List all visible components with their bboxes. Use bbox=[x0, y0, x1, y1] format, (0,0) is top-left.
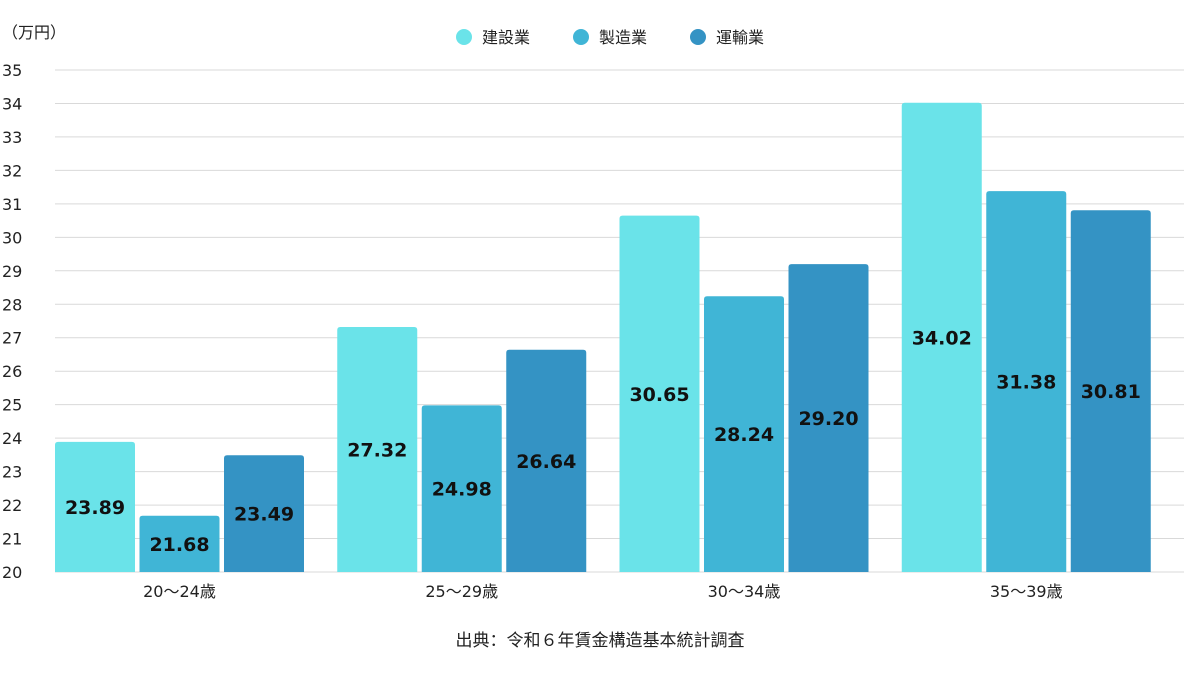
data-label: 24.98 bbox=[432, 479, 492, 501]
data-label: 30.81 bbox=[1081, 381, 1141, 403]
y-tick-label: 25 bbox=[2, 396, 22, 415]
bar-2-4 bbox=[986, 191, 1067, 572]
y-tick-label: 27 bbox=[2, 329, 22, 348]
x-category-label: 25〜29歳 bbox=[425, 582, 498, 601]
y-tick-label: 21 bbox=[2, 530, 22, 549]
legend-swatch bbox=[456, 29, 472, 45]
y-tick-label: 31 bbox=[2, 195, 22, 214]
y-tick-label: 35 bbox=[2, 61, 22, 80]
data-label: 34.02 bbox=[912, 327, 972, 349]
y-tick-label: 23 bbox=[2, 463, 22, 482]
legend-label: 製造業 bbox=[599, 28, 647, 47]
data-label: 29.20 bbox=[798, 408, 858, 430]
bar-3-2 bbox=[506, 349, 587, 572]
y-tick-label: 34 bbox=[2, 94, 22, 113]
bar-2-2 bbox=[421, 405, 502, 572]
data-label: 26.64 bbox=[516, 451, 576, 473]
data-label: 31.38 bbox=[996, 372, 1056, 394]
bar-2-1 bbox=[139, 515, 220, 572]
y-tick-label: 28 bbox=[2, 295, 22, 314]
bar-3-3 bbox=[788, 264, 869, 572]
y-tick-label: 29 bbox=[2, 262, 22, 281]
source-note: 出典：令和６年賃金構造基本統計調査 bbox=[456, 631, 745, 651]
data-label: 27.32 bbox=[347, 440, 407, 462]
legend-label: 建設業 bbox=[482, 28, 530, 47]
y-tick-label: 32 bbox=[2, 161, 22, 180]
bars bbox=[55, 102, 1151, 572]
y-tick-label: 26 bbox=[2, 362, 22, 381]
x-category-label: 35〜39歳 bbox=[990, 582, 1063, 601]
legend: 建設業 製造業 運輸業 bbox=[456, 28, 764, 47]
data-labels: 23.89 21.68 23.49 27.32 24.98 26.64 30.65 28.24… bbox=[65, 327, 1141, 555]
data-label: 28.24 bbox=[714, 424, 774, 446]
y-tick-label: 30 bbox=[2, 228, 22, 247]
x-category-label: 20〜24歳 bbox=[143, 582, 216, 601]
data-label: 21.68 bbox=[149, 534, 209, 556]
legend-swatch bbox=[690, 29, 706, 45]
bar-1-1 bbox=[55, 441, 135, 572]
y-tick-label: 33 bbox=[2, 128, 22, 147]
y-tick-label: 20 bbox=[2, 563, 22, 582]
data-label: 23.49 bbox=[234, 504, 294, 526]
y-axis-ticks: 20 21 22 23 24 25 26 27 28 29 30 31 32 33 34 35 bbox=[2, 61, 22, 582]
x-axis-ticks: 20〜24歳 25〜29歳 30〜34歳 35〜39歳 bbox=[143, 582, 1062, 601]
y-tick-label: 22 bbox=[2, 496, 22, 515]
x-category-label: 30〜34歳 bbox=[708, 582, 781, 601]
bar-3-1 bbox=[224, 455, 304, 572]
bar-1-2 bbox=[337, 327, 418, 572]
legend-label: 運輸業 bbox=[716, 28, 764, 47]
y-axis-unit-label: （万円） bbox=[2, 23, 66, 42]
bar-2-3 bbox=[704, 296, 784, 572]
data-label: 30.65 bbox=[629, 384, 689, 406]
data-label: 23.89 bbox=[65, 497, 125, 519]
bar-1-3 bbox=[619, 215, 700, 572]
legend-swatch bbox=[573, 29, 589, 45]
bar-3-4 bbox=[1070, 210, 1151, 572]
y-tick-label: 24 bbox=[2, 429, 22, 448]
bar-1-4 bbox=[901, 102, 982, 572]
